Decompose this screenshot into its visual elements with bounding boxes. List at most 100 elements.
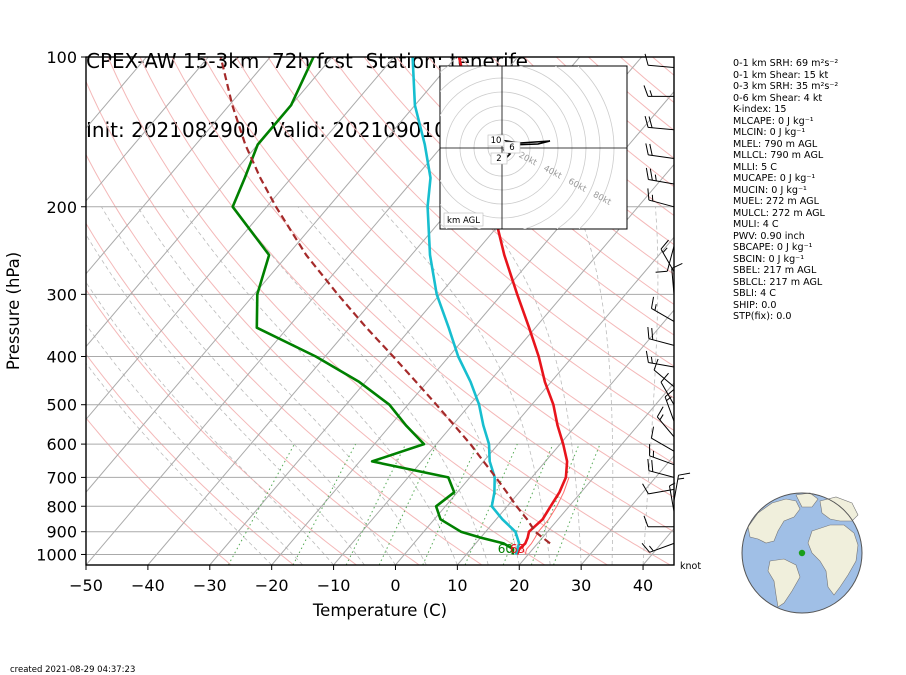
wind-barb-half-flag xyxy=(651,194,654,202)
wind-barb xyxy=(647,458,675,478)
wind-barb-flag xyxy=(651,328,654,340)
wind-barb xyxy=(643,85,674,97)
wind-barb xyxy=(645,350,675,368)
index-row: MUEL: 272 m AGL xyxy=(733,196,819,207)
moist-adiabat xyxy=(86,323,303,565)
wind-barb-flag xyxy=(648,116,653,128)
wind-barb-staff xyxy=(660,381,675,405)
wind-barb-half-flag xyxy=(649,90,653,97)
x-tick-label: 40 xyxy=(633,576,653,595)
wind-barb-half-flag xyxy=(652,450,654,458)
y-tick-label: 700 xyxy=(46,468,77,487)
index-row: MLEL: 790 m AGL xyxy=(733,138,818,150)
x-tick-label: −30 xyxy=(193,576,227,595)
globe-land-south-america xyxy=(767,558,801,608)
x-tick-label: −40 xyxy=(131,576,165,595)
wind-barb-staff xyxy=(648,338,675,346)
isotherm xyxy=(333,163,674,565)
wind-barb-staff xyxy=(664,396,675,422)
hodograph-units-label: km AGL xyxy=(447,216,480,226)
mixing-ratio-line xyxy=(553,443,601,565)
indices-panel: 0-1 km SRH: 69 m²s⁻² 0-1 km Shear: 15 kt 0… xyxy=(733,58,838,323)
dry-adiabat xyxy=(203,57,674,498)
y-tick-label: 100 xyxy=(46,48,77,67)
moist-adiabat xyxy=(86,362,272,565)
wind-barb-flag xyxy=(649,444,651,456)
wind-barb xyxy=(645,167,675,185)
y-tick-label: 900 xyxy=(46,523,77,542)
globe-land-africa xyxy=(807,524,859,596)
mixing-ratio-line xyxy=(530,443,580,565)
profile-series xyxy=(219,57,570,555)
wind-barb-half-flag xyxy=(649,545,654,552)
isotherm xyxy=(580,455,674,565)
hodograph-units-box: km AGL xyxy=(443,212,484,227)
wind-barb-flag xyxy=(645,350,649,363)
index-row: PWV: 0.90 inch xyxy=(733,230,805,242)
index-row: 0-1 km SRH: 69 m²s⁻² xyxy=(733,58,839,69)
wind-barb-flag xyxy=(655,270,668,273)
wind-barb-half-flag xyxy=(666,396,672,402)
index-row: 0-3 km SRH: 35 m²s⁻² xyxy=(733,81,839,92)
dry-adiabat xyxy=(363,57,674,336)
hodograph-height-text: 6 xyxy=(509,143,514,153)
y-tick-label: 600 xyxy=(46,435,77,454)
wind-barb-staff xyxy=(668,485,675,512)
wind-barb xyxy=(650,426,675,452)
hodograph-height-label: 10 xyxy=(487,134,505,147)
index-row: 0-1 km Shear: 15 kt xyxy=(733,69,829,81)
index-row: STP(fix): 0.0 xyxy=(733,311,792,322)
wind-barb xyxy=(653,358,675,388)
moist-adiabat xyxy=(576,206,614,565)
x-axis-label: Temperature (C) xyxy=(312,601,447,620)
index-row: MLLCL: 790 m AGL xyxy=(733,150,824,161)
index-row: SHIP: 0.0 xyxy=(733,299,777,311)
moist-adiabat xyxy=(137,206,427,565)
y-tick-label: 400 xyxy=(46,348,77,367)
wind-barb xyxy=(644,115,675,131)
dry-adiabat xyxy=(331,57,674,367)
y-tick-label: 1000 xyxy=(36,545,77,564)
wind-barb-half-flag xyxy=(677,477,685,480)
dry-adiabat xyxy=(395,57,674,306)
wind-barb xyxy=(664,388,675,422)
index-row: SBCIN: 0 J kg⁻¹ xyxy=(733,253,805,265)
wind-barb xyxy=(647,188,675,208)
wind-barb-flag xyxy=(647,326,650,339)
x-tick-label: 0 xyxy=(390,576,400,595)
index-row: MLLI: 5 C xyxy=(733,161,777,173)
dry-adiabat xyxy=(235,57,674,465)
moist-adiabat xyxy=(642,206,659,565)
y-tick-label: 500 xyxy=(46,396,77,415)
hodograph-units-frame xyxy=(443,212,484,227)
isotherm xyxy=(86,57,271,275)
wind-barb xyxy=(668,482,676,512)
wind-barb-flag xyxy=(651,460,654,472)
isotherm xyxy=(518,382,674,565)
wind-barb xyxy=(671,263,683,295)
plot-frame xyxy=(85,56,675,566)
wind-barb xyxy=(655,245,675,273)
dry-adiabat xyxy=(427,57,674,275)
wind-barb xyxy=(649,444,675,466)
wind-barb-flag xyxy=(643,515,649,527)
index-row: MUCAPE: 0 J kg⁻¹ xyxy=(733,173,816,184)
index-row: SBLI: 4 C xyxy=(733,288,776,299)
dry-adiabat xyxy=(107,57,608,565)
hodograph-height-text: 2 xyxy=(496,154,501,164)
wind-barb-flag xyxy=(671,263,683,269)
index-row: MUCIN: 0 J kg⁻¹ xyxy=(733,184,807,196)
wind-barb xyxy=(673,472,691,501)
dewpoint-line xyxy=(231,57,515,555)
index-row: SBCAPE: 0 J kg⁻¹ xyxy=(733,242,813,253)
wind-barb-half-flag xyxy=(654,174,657,181)
wind-barb-staff xyxy=(648,199,675,208)
isotherm xyxy=(86,57,209,202)
wind-barb-staff xyxy=(648,154,675,159)
y-tick-label: 200 xyxy=(46,198,77,217)
mixing-ratio-line xyxy=(464,443,518,565)
wind-barb-half-flag xyxy=(669,482,676,487)
dry-adiabat xyxy=(86,153,483,565)
